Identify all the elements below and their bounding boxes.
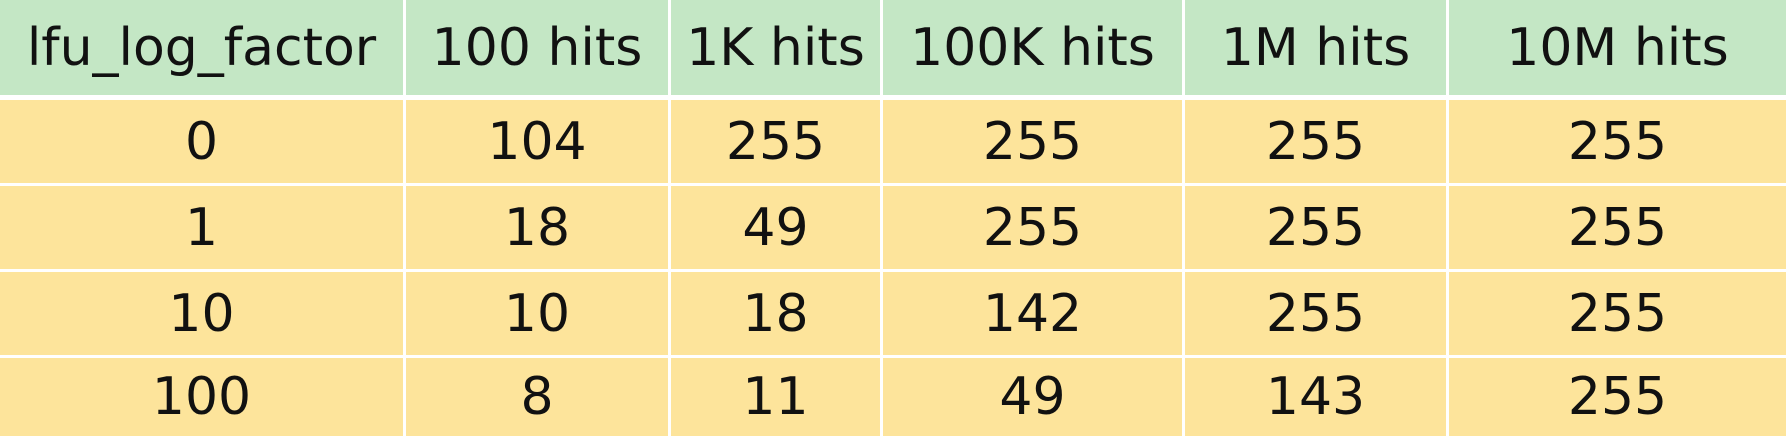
table-row: 100 8 11 49 143 255 <box>0 358 1786 436</box>
header-cell-1k-hits: 1K hits <box>671 0 883 95</box>
table-cell: 255 <box>883 100 1185 183</box>
table-cell: 255 <box>1449 100 1786 183</box>
table-cell: 10 <box>406 272 671 355</box>
table-header-row: lfu_log_factor 100 hits 1K hits 100K hit… <box>0 0 1786 95</box>
header-cell-lfu-log-factor: lfu_log_factor <box>0 0 406 95</box>
table-cell: 49 <box>671 186 883 269</box>
table-cell: 1 <box>0 186 406 269</box>
table-cell: 255 <box>1449 272 1786 355</box>
table-cell: 255 <box>1185 186 1449 269</box>
table-cell: 143 <box>1185 358 1449 436</box>
table-row: 10 10 18 142 255 255 <box>0 272 1786 355</box>
table-cell: 18 <box>406 186 671 269</box>
table-cell: 104 <box>406 100 671 183</box>
header-divider <box>0 95 1786 100</box>
table-cell: 10 <box>0 272 406 355</box>
table-cell: 255 <box>1185 100 1449 183</box>
table-cell: 255 <box>1449 358 1786 436</box>
header-cell-100k-hits: 100K hits <box>883 0 1185 95</box>
table-cell: 255 <box>671 100 883 183</box>
table-row: 0 104 255 255 255 255 <box>0 100 1786 183</box>
table-cell: 11 <box>671 358 883 436</box>
table-cell: 255 <box>1449 186 1786 269</box>
table-cell: 0 <box>0 100 406 183</box>
table-cell: 100 <box>0 358 406 436</box>
table-cell: 142 <box>883 272 1185 355</box>
header-cell-100-hits: 100 hits <box>406 0 671 95</box>
table-cell: 49 <box>883 358 1185 436</box>
table-cell: 255 <box>883 186 1185 269</box>
header-cell-10m-hits: 10M hits <box>1449 0 1786 95</box>
table-row: 1 18 49 255 255 255 <box>0 186 1786 269</box>
header-cell-1m-hits: 1M hits <box>1185 0 1449 95</box>
table-cell: 8 <box>406 358 671 436</box>
table-cell: 18 <box>671 272 883 355</box>
table-cell: 255 <box>1185 272 1449 355</box>
